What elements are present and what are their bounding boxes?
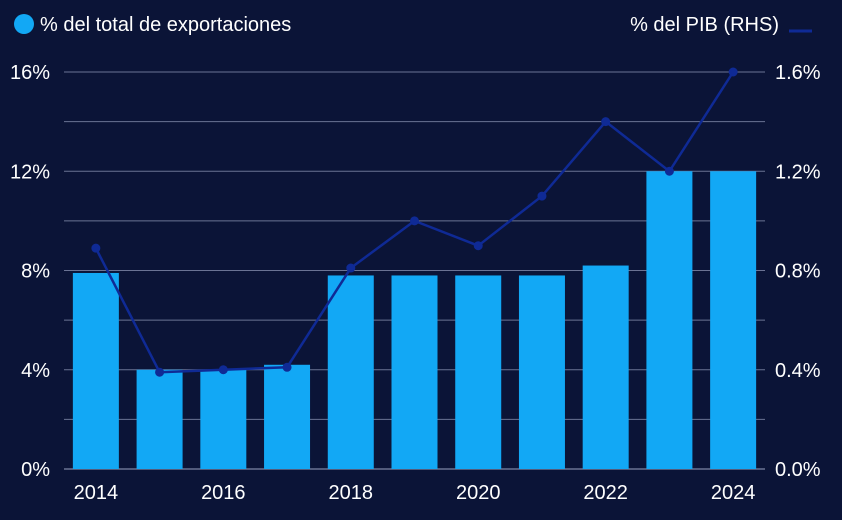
- left-axis: 0% 4% 8% 12% 16%: [10, 62, 50, 481]
- bar-2016: [200, 369, 247, 469]
- left-tick-label: 8%: [21, 261, 50, 283]
- left-tick-label: 4%: [21, 360, 50, 382]
- line-point-2016: [218, 365, 228, 375]
- legend-bar-label: % del total de exportaciones: [40, 14, 291, 36]
- right-tick-label: 0.0%: [775, 459, 821, 481]
- line-point-2019: [410, 216, 419, 226]
- bar-2015: [136, 369, 183, 469]
- line-point-2018: [346, 263, 356, 273]
- right-tick-label: 0.8%: [775, 261, 821, 283]
- x-tick-label: 2018: [329, 482, 374, 504]
- bar-series: [72, 171, 757, 469]
- left-tick-label: 0%: [21, 459, 50, 481]
- right-axis: 0.0% 0.4% 0.8% 1.2% 1.6%: [775, 62, 821, 481]
- line-point-2020: [473, 241, 483, 251]
- left-tick-label: 12%: [10, 161, 50, 183]
- bar-2019: [391, 275, 438, 469]
- legend-line-label: % del PIB (RHS): [630, 14, 779, 36]
- bar-2017: [264, 364, 311, 469]
- line-series: [91, 67, 738, 377]
- legend: % del total de exportaciones % del PIB (…: [14, 14, 812, 36]
- bar-2023: [646, 171, 693, 469]
- line-point-2023: [664, 166, 674, 176]
- right-tick-label: 1.2%: [775, 161, 821, 183]
- bar-2024: [710, 171, 757, 469]
- line-point-2014: [91, 243, 101, 253]
- bar-2022: [582, 265, 629, 469]
- legend-bar-marker: [14, 14, 34, 34]
- bar-2014: [72, 272, 119, 469]
- right-tick-label: 1.6%: [775, 62, 821, 84]
- line-point-2015: [155, 367, 165, 377]
- x-tick-label: 2022: [583, 482, 628, 504]
- x-tick-label: 2016: [201, 482, 246, 504]
- line-point-2024: [728, 67, 738, 77]
- x-axis: 2014 2016 2018 2020 2022 2024: [74, 482, 756, 504]
- bar-2018: [327, 275, 374, 469]
- line-point-2017: [282, 362, 292, 372]
- line-point-2021: [537, 191, 547, 201]
- bar-2020: [455, 275, 502, 469]
- x-tick-label: 2020: [456, 482, 501, 504]
- line-point-2022: [601, 117, 611, 127]
- left-tick-label: 16%: [10, 62, 50, 84]
- right-tick-label: 0.4%: [775, 360, 821, 382]
- x-tick-label: 2014: [74, 482, 119, 504]
- x-tick-label: 2024: [711, 482, 756, 504]
- bar-2021: [518, 275, 565, 469]
